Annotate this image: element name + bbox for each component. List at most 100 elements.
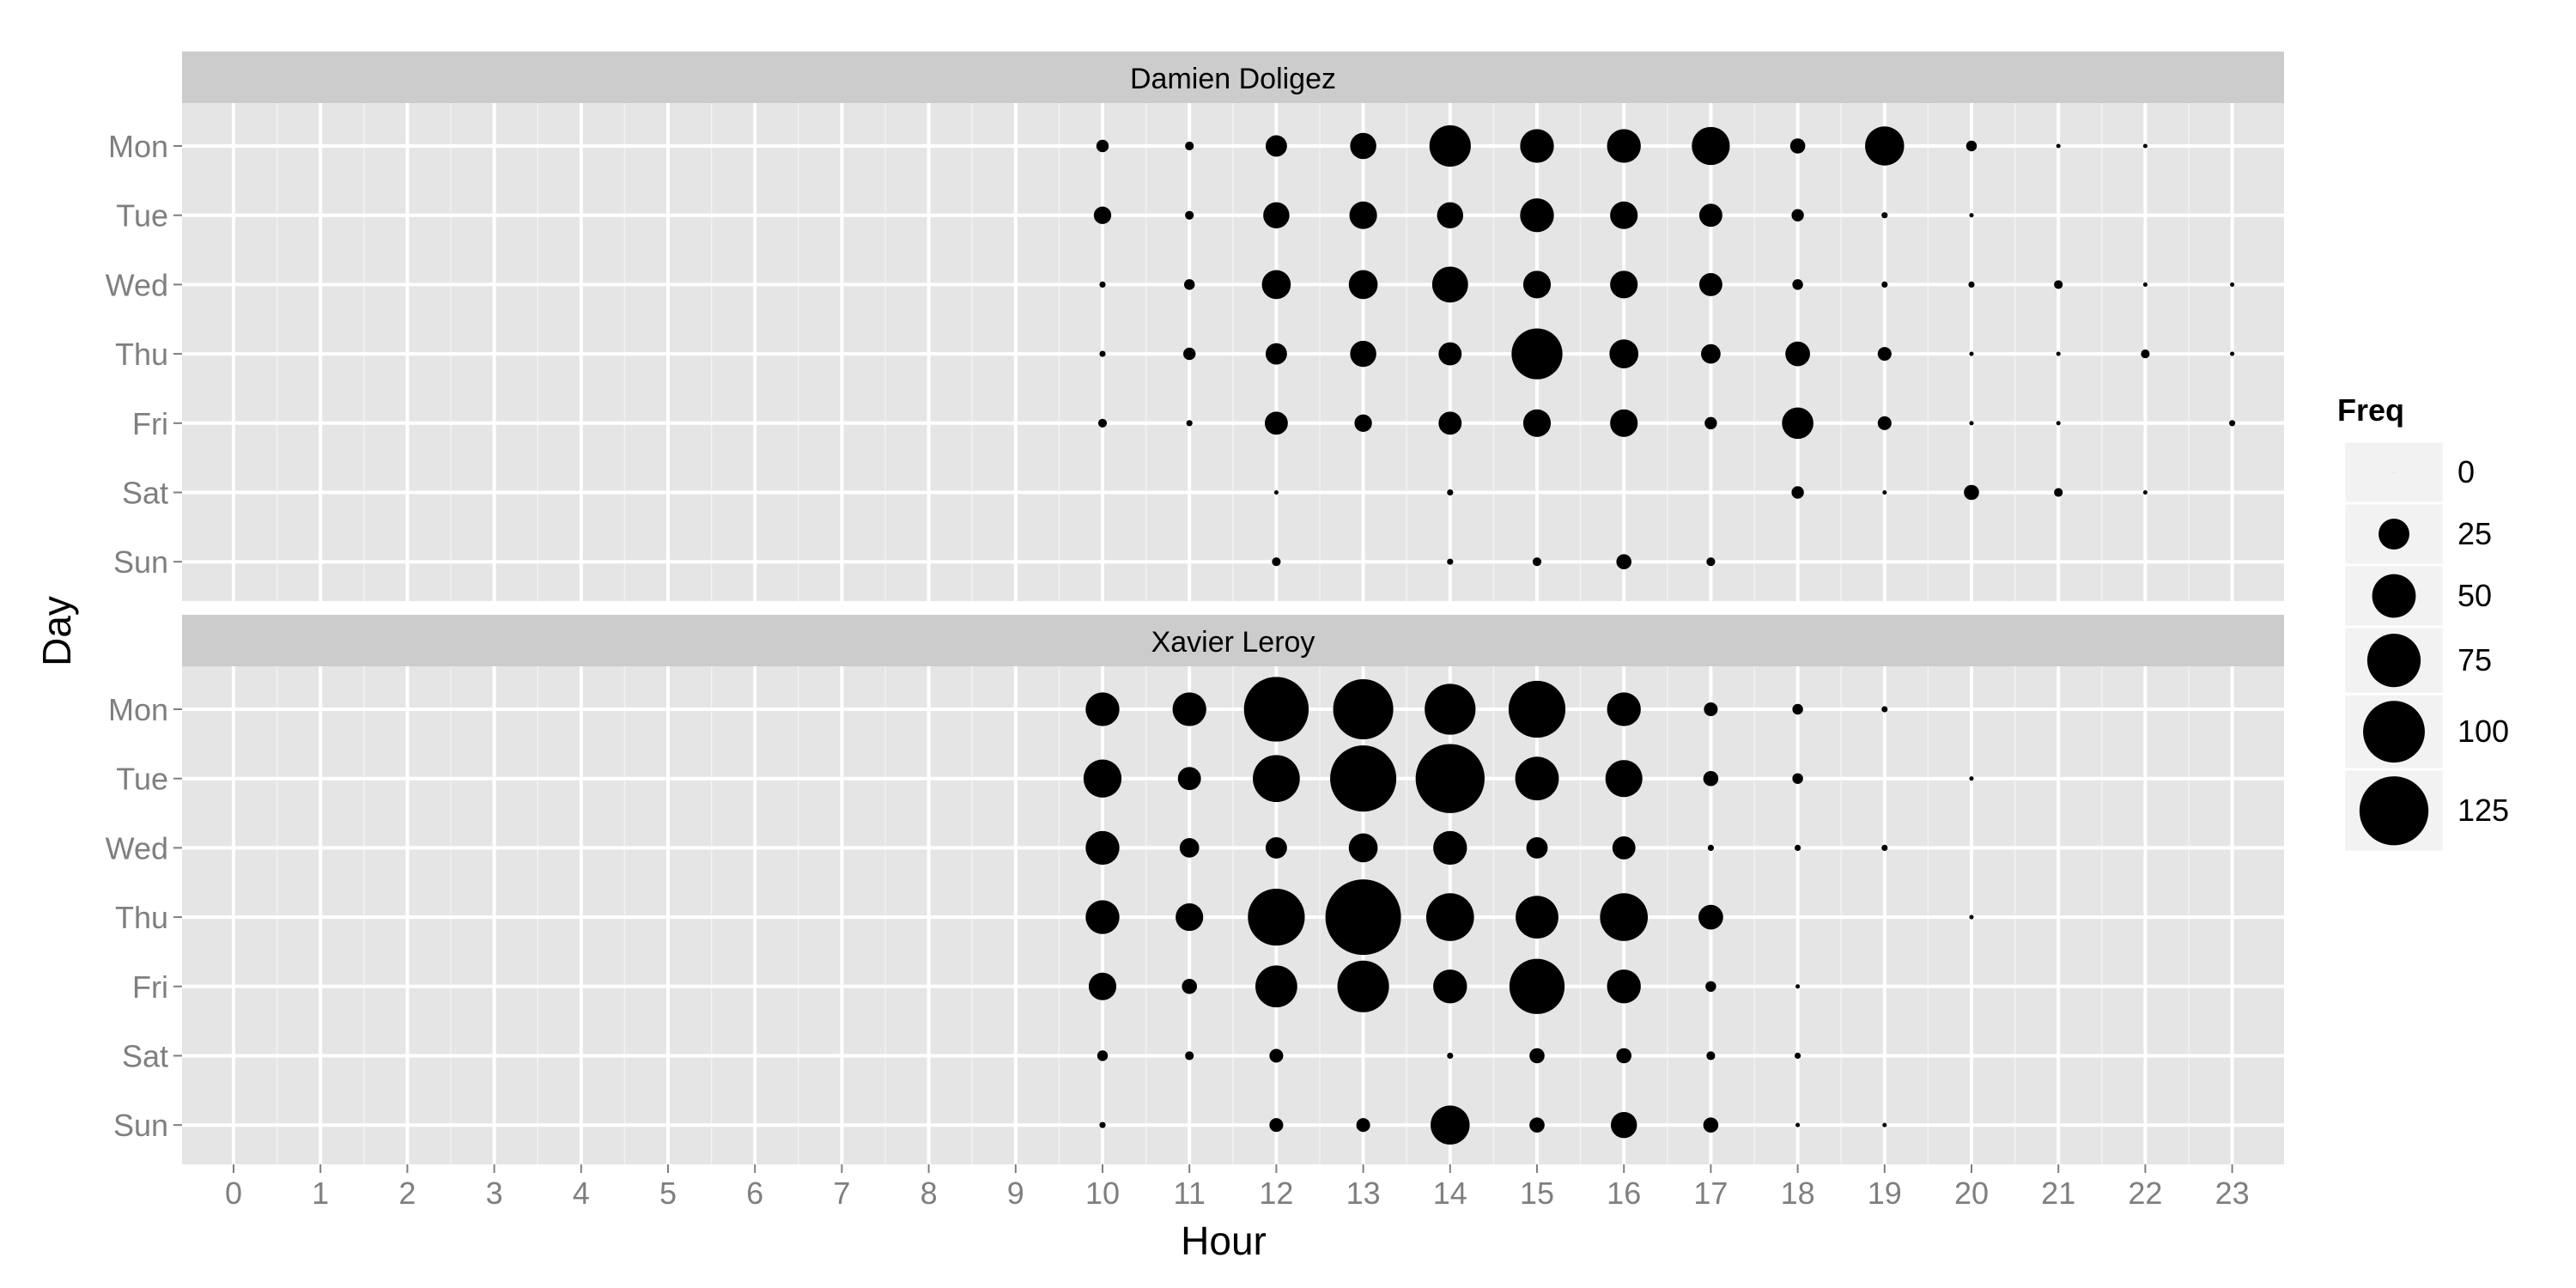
x-tick-label: 11 (1174, 1176, 1206, 1211)
data-point (1508, 680, 1566, 738)
data-point (1425, 893, 1474, 941)
data-point (1704, 416, 1717, 429)
data-point (1099, 281, 1106, 288)
data-point (1269, 1048, 1284, 1063)
data-point (2230, 351, 2235, 356)
data-point (1253, 755, 1300, 803)
data-point (1431, 1105, 1470, 1145)
data-point (1792, 773, 1803, 784)
data-point (1356, 1118, 1370, 1133)
data-point (1792, 703, 1803, 715)
data-point (1447, 1052, 1454, 1060)
data-point (1185, 141, 1194, 151)
data-point (1795, 844, 1801, 851)
data-point (1789, 138, 1806, 154)
data-point (1437, 202, 1464, 228)
data-point (1520, 198, 1554, 233)
data-point (1097, 418, 1108, 428)
legend-symbol (2366, 634, 2421, 688)
data-point (1692, 126, 1730, 166)
data-point (1703, 770, 1719, 787)
data-point (1792, 279, 1803, 290)
data-point (1425, 683, 1476, 735)
x-tick-label: 21 (2041, 1176, 2075, 1211)
data-point (1511, 328, 1563, 380)
x-axis: 0 1 2 3 4 5 6 7 8 9 10 11 12 13 14 15 16 17 18 19 20 21 22 23 (225, 1164, 2250, 1211)
data-point (1703, 1117, 1719, 1133)
data-point (1429, 125, 1471, 167)
x-tick-label: 2 (398, 1176, 416, 1211)
data-point (1447, 489, 1454, 496)
legend-label: 0 (2458, 454, 2475, 489)
x-axis-title: Hour (1181, 1218, 1267, 1263)
data-point (1791, 486, 1804, 499)
data-point (1881, 212, 1888, 219)
data-point (1099, 1121, 1106, 1128)
data-point (1415, 744, 1485, 813)
panel-strip (182, 52, 2284, 103)
x-tick-label: 3 (486, 1176, 503, 1211)
data-point (1433, 969, 1467, 1004)
data-point (1526, 836, 1548, 859)
x-tick-label: 5 (659, 1176, 677, 1211)
data-point (1795, 984, 1801, 989)
x-tick-label: 13 (1346, 1176, 1381, 1211)
legend-title: Freq (2337, 392, 2404, 428)
legend-label: 100 (2458, 714, 2509, 749)
data-point (1265, 836, 1287, 859)
data-point (1099, 350, 1106, 357)
x-tick-label: 18 (1781, 1176, 1815, 1211)
data-point (1607, 129, 1641, 163)
data-point (1529, 1117, 1545, 1133)
panel-strip (182, 615, 2284, 666)
data-point (1185, 1051, 1194, 1060)
data-point (1248, 888, 1305, 946)
panel-strip-title: Damien Doligez (1130, 63, 1336, 95)
data-point (2141, 349, 2150, 359)
legend-symbol (2359, 776, 2429, 846)
data-point (1085, 692, 1120, 726)
data-point (1183, 347, 1196, 361)
data-point (1969, 776, 1974, 781)
x-tick-label: 1 (312, 1176, 329, 1211)
data-point (1698, 204, 1722, 228)
data-point (1179, 838, 1200, 858)
data-point (1097, 1050, 1109, 1061)
data-point (1182, 979, 1197, 994)
data-point (1433, 830, 1467, 866)
data-point (1616, 554, 1631, 569)
data-point (1348, 833, 1378, 863)
x-tick-label: 0 (225, 1176, 242, 1211)
data-point (1516, 896, 1558, 939)
data-point (2142, 489, 2148, 495)
x-tick-label: 6 (746, 1176, 763, 1211)
x-tick-label: 23 (2215, 1176, 2250, 1211)
data-point (1609, 339, 1639, 368)
data-point (1706, 557, 1716, 567)
data-point (1881, 844, 1888, 851)
panel-2: Xavier Leroy Mon Tue Wed Thu Fri Sat Sun (106, 615, 2284, 1164)
data-point (1263, 202, 1290, 228)
x-tick-label: 20 (1954, 1176, 1989, 1211)
x-tick-label: 4 (573, 1176, 590, 1211)
data-point (1520, 129, 1554, 163)
data-point (1701, 343, 1721, 364)
data-point (1088, 972, 1117, 1000)
data-point (1529, 1048, 1545, 1064)
data-point (1795, 1122, 1801, 1127)
data-point (1185, 210, 1194, 220)
data-point (1881, 281, 1888, 288)
x-tick-label: 8 (920, 1176, 938, 1211)
data-point (2229, 420, 2236, 427)
legend-symbol (2393, 471, 2395, 473)
data-point (1605, 760, 1643, 798)
x-tick-label: 17 (1693, 1176, 1728, 1211)
data-point (1269, 1118, 1284, 1133)
x-tick-label: 15 (1520, 1176, 1554, 1211)
data-point (1782, 407, 1814, 440)
data-point (1522, 270, 1552, 299)
data-point (1243, 677, 1309, 742)
data-point (1272, 557, 1281, 567)
panel-1: Damien Doligez Mon Tue Wed Thu Fri Sat Sun (106, 52, 2284, 601)
